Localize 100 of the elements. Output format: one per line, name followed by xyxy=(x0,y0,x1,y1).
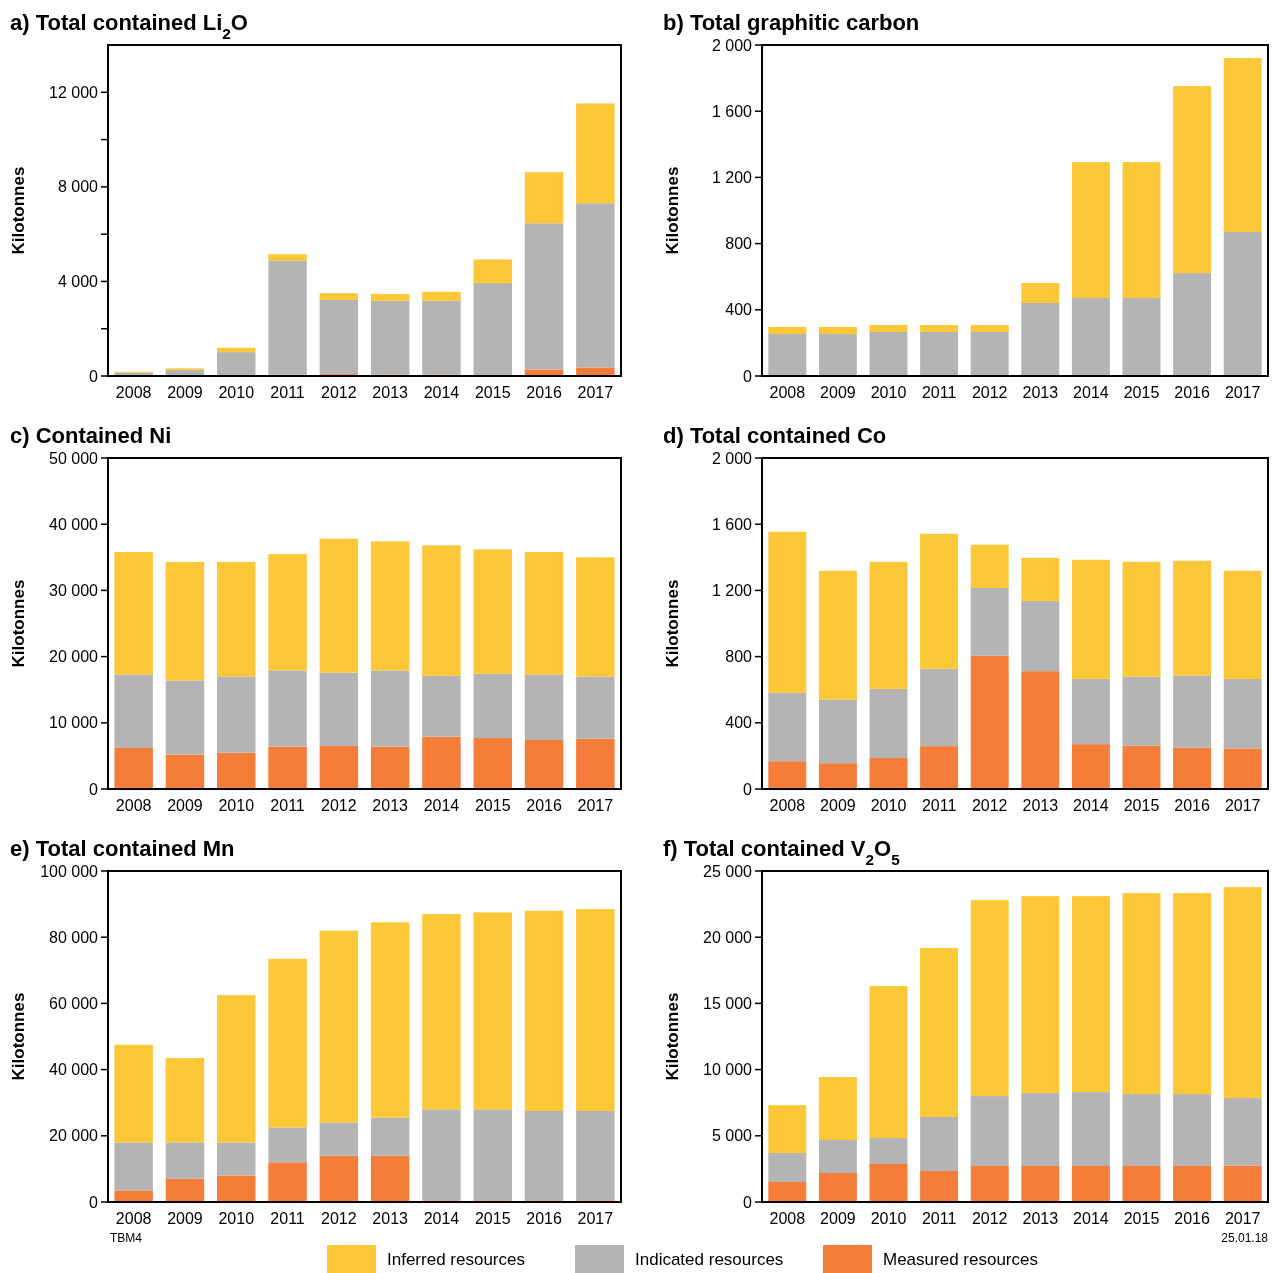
x-tick-label: 2015 xyxy=(1123,1210,1160,1227)
y-tick-label: 0 xyxy=(89,780,99,798)
text: TBM4 xyxy=(110,1231,143,1245)
x-tick-label: 2010 xyxy=(218,384,255,401)
y-tick-label: 800 xyxy=(725,648,753,666)
y-tick-label: 0 xyxy=(743,1193,753,1211)
x-tick-label: 2008 xyxy=(115,384,152,401)
x-tick-label: 2010 xyxy=(870,1210,907,1227)
y-tick-label: 20 000 xyxy=(703,928,753,946)
x-tick-label: 2015 xyxy=(1123,384,1160,401)
x-tick-label: 2015 xyxy=(474,797,511,814)
x-tick-label: 2017 xyxy=(577,384,614,401)
x-tick-label: 2013 xyxy=(1022,1210,1059,1227)
y-tick-label: 0 xyxy=(743,367,753,385)
x-tick-label: 2008 xyxy=(769,1210,806,1227)
x-tick-label: 2017 xyxy=(1224,384,1261,401)
x-tick-label: 2011 xyxy=(921,384,957,401)
y-axis-title: Kilotonnes xyxy=(9,992,28,1081)
x-tick-label: 2016 xyxy=(526,1210,562,1227)
y-tick-label: 20 000 xyxy=(49,648,99,666)
y-tick-label: 0 xyxy=(89,367,99,385)
x-tick-label: 2009 xyxy=(167,384,203,401)
y-tick-label: 1 600 xyxy=(711,102,753,120)
y-tick-label: 8 000 xyxy=(57,178,99,196)
y-tick-label: 40 000 xyxy=(49,515,99,533)
x-tick-label: 2011 xyxy=(270,384,305,401)
x-tick-label: 2009 xyxy=(167,797,203,814)
x-tick-label: 2015 xyxy=(1123,797,1160,814)
y-tick-label: 400 xyxy=(725,714,753,732)
y-tick-label: 60 000 xyxy=(49,995,99,1012)
y-tick-label: 1 200 xyxy=(711,582,753,599)
y-axis-title: Kilotonnes xyxy=(663,992,682,1081)
text: 25.01.18 xyxy=(1221,1231,1269,1245)
x-tick-label: 2014 xyxy=(1073,797,1109,814)
x-tick-label: 2008 xyxy=(115,797,152,814)
x-tick-label: 2013 xyxy=(372,797,409,814)
y-tick-label: 10 000 xyxy=(703,1061,753,1079)
y-tick-label: 400 xyxy=(725,301,753,319)
x-tick-label: 2013 xyxy=(1022,384,1059,401)
x-tick-label: 2012 xyxy=(321,1210,357,1227)
x-tick-label: 2010 xyxy=(218,1210,255,1227)
x-tick-label: 2016 xyxy=(1174,384,1210,401)
x-tick-label: 2011 xyxy=(270,1210,305,1227)
x-tick-label: 2014 xyxy=(423,797,460,814)
x-tick-label: 2014 xyxy=(423,1210,460,1227)
x-tick-label: 2016 xyxy=(1174,1210,1210,1227)
x-tick-label: 2016 xyxy=(526,797,562,814)
y-axis-title: Kilotonnes xyxy=(663,579,682,668)
y-tick-label: 5 000 xyxy=(711,1127,753,1145)
x-tick-label: 2010 xyxy=(218,797,255,814)
x-tick-label: 2008 xyxy=(115,1210,152,1227)
y-tick-label: 100 000 xyxy=(40,862,99,880)
chart-title: a) Total contained Li$_{2}$O xyxy=(10,10,248,42)
x-tick-label: 2012 xyxy=(971,797,1008,814)
x-tick-label: 2017 xyxy=(1224,797,1261,814)
chart-title: c) Contained Ni xyxy=(10,423,172,448)
y-tick-label: 0 xyxy=(743,780,753,798)
x-tick-label: 2011 xyxy=(270,797,305,814)
y-tick-label: 12 000 xyxy=(49,83,99,101)
x-tick-label: 2012 xyxy=(321,797,357,814)
x-tick-label: 2017 xyxy=(1224,1210,1261,1227)
x-tick-label: 2013 xyxy=(372,384,409,401)
legend-label: Inferred resources xyxy=(387,1249,525,1269)
x-tick-label: 2015 xyxy=(474,384,511,401)
x-tick-label: 2011 xyxy=(921,797,957,814)
y-axis-title: Kilotonnes xyxy=(9,579,28,668)
y-axis-title: Kilotonnes xyxy=(9,166,28,255)
x-tick-label: 2013 xyxy=(372,1210,409,1227)
x-tick-label: 2014 xyxy=(1073,384,1109,401)
y-tick-label: 0 xyxy=(89,1193,99,1211)
x-tick-label: 2010 xyxy=(870,384,907,401)
y-tick-label: 2 000 xyxy=(711,449,753,467)
y-tick-label: 80 000 xyxy=(49,928,99,946)
y-axis-title: Kilotonnes xyxy=(663,166,682,255)
x-tick-label: 2012 xyxy=(321,384,357,401)
x-tick-label: 2017 xyxy=(577,797,614,814)
y-tick-label: 800 xyxy=(725,235,753,253)
x-tick-label: 2010 xyxy=(870,797,907,814)
x-tick-label: 2012 xyxy=(971,384,1008,401)
x-tick-label: 2012 xyxy=(971,1210,1008,1227)
y-tick-label: 1 200 xyxy=(711,169,753,186)
chart-title: d) Total contained Co xyxy=(663,423,887,448)
x-tick-label: 2009 xyxy=(820,1210,856,1227)
x-tick-label: 2013 xyxy=(1022,797,1059,814)
y-tick-label: 2 000 xyxy=(711,36,753,54)
y-tick-label: 1 600 xyxy=(711,515,753,533)
y-tick-label: 40 000 xyxy=(49,1061,99,1079)
y-tick-label: 15 000 xyxy=(703,995,753,1012)
x-tick-label: 2009 xyxy=(167,1210,203,1227)
legend-label: Indicated resources xyxy=(635,1249,784,1269)
x-tick-label: 2016 xyxy=(526,384,562,401)
chart-title: e) Total contained Mn xyxy=(10,836,235,861)
x-tick-label: 2014 xyxy=(423,384,460,401)
x-tick-label: 2017 xyxy=(577,1210,614,1227)
y-tick-label: 10 000 xyxy=(49,714,99,732)
y-tick-label: 50 000 xyxy=(49,449,99,467)
chart-title: b) Total graphitic carbon xyxy=(663,10,920,35)
y-tick-label: 20 000 xyxy=(49,1127,99,1145)
legend-label: Measured resources xyxy=(883,1249,1038,1269)
x-tick-label: 2009 xyxy=(820,384,856,401)
